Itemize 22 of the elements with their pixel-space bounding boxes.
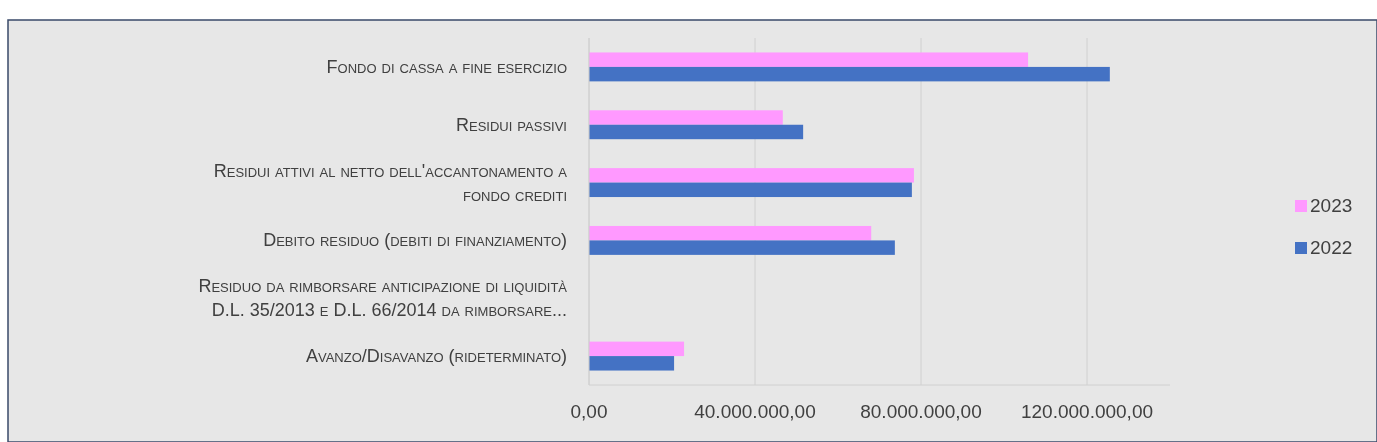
x-tick-label: 40.000.000,00	[694, 401, 816, 422]
bar	[589, 168, 914, 183]
y-tick-label: Residui attivi al netto dell'accantonamento a fondo crediti	[213, 160, 568, 205]
bar	[589, 66, 1110, 82]
bar	[589, 182, 912, 198]
x-tick-label: 80.000.000,00	[860, 401, 982, 422]
bar	[589, 110, 783, 125]
bar	[589, 225, 872, 241]
bar	[589, 356, 675, 371]
x-tick-label: 0,00	[570, 401, 608, 422]
y-tick-label: Debito residuo (debiti di finanziamento)	[263, 230, 567, 251]
bar	[589, 52, 1029, 67]
y-tick-label: Residuo da rimborsare anticipazione di liquidità D.L. 35/2013 e D.L. 66/2014 da rimborsare...	[198, 276, 568, 321]
legend-label: 2023	[1310, 195, 1353, 216]
bar	[589, 240, 895, 255]
y-tick-label: Avanzo/Disavanzo (rideterminato)	[305, 346, 567, 367]
y-tick-label: Fondo di cassa a fine esercizio	[326, 56, 567, 77]
x-tick-label: 120.000.000,00	[1020, 401, 1154, 422]
legend-label: 2022	[1310, 237, 1353, 258]
y-tick-label: Residui passivi	[456, 114, 567, 135]
bar	[589, 341, 685, 357]
bar	[589, 124, 804, 140]
